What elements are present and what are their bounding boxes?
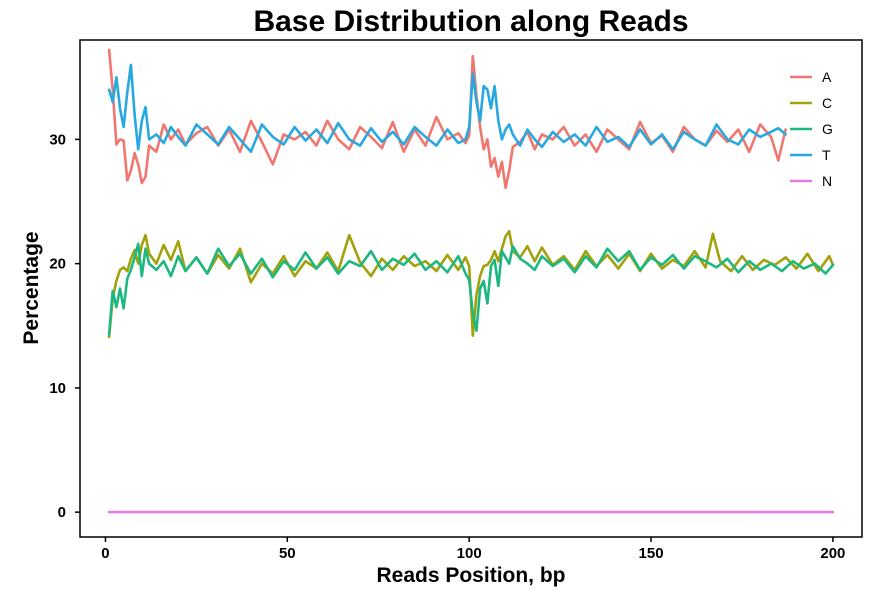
series-line-t: [107, 63, 787, 154]
y-tick-label: 10: [49, 380, 66, 397]
x-tick-label: 50: [279, 545, 296, 562]
y-tick-label: 20: [49, 256, 66, 273]
x-axis-label: Reads Position, bp: [376, 564, 565, 587]
x-tick-label: 200: [820, 545, 845, 562]
y-tick-label: 0: [58, 504, 66, 521]
axes: 0 50 100 150 200 0 10 20 30: [49, 131, 845, 562]
legend-label-c: C: [822, 95, 832, 111]
legend-label-n: N: [822, 173, 832, 189]
legend-label-a: A: [822, 69, 832, 85]
series-line-g: [107, 242, 835, 336]
x-tick-label: 150: [639, 545, 664, 562]
plot-frame: [79, 39, 863, 538]
series-line-c: [107, 230, 835, 339]
x-tick-label: 100: [457, 545, 482, 562]
series-layer: [107, 48, 835, 514]
chart-title: Base Distribution along Reads: [253, 5, 688, 38]
legend-label-t: T: [822, 147, 831, 163]
x-tick-label: 0: [101, 545, 109, 562]
y-axis-label: Percentage: [20, 231, 43, 344]
legend-label-g: G: [822, 121, 833, 137]
series-line-a: [107, 48, 787, 190]
y-tick-label: 30: [49, 131, 66, 148]
